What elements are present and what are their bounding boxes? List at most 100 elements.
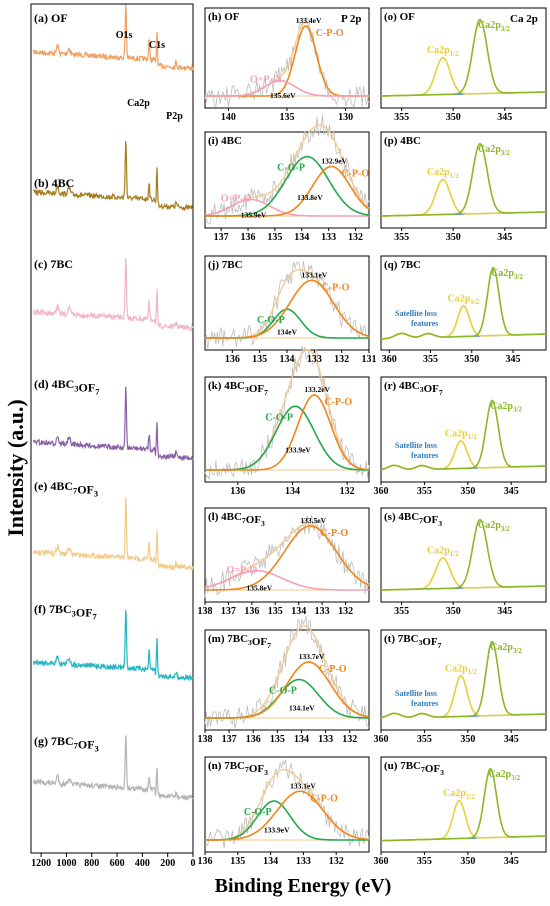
ca2p-tick-label: 345: [497, 606, 512, 617]
p2p-panel-label: (i) 4BC: [208, 135, 242, 147]
p2p-tick-label: 132: [342, 734, 357, 745]
ca2p-label-1-2: Ca2p1/2: [443, 788, 475, 801]
p2p-tick-label: 133: [318, 734, 333, 745]
p2p-peak-C-P-O: [205, 525, 370, 591]
p2p-panel-label: (h) OF: [208, 11, 240, 23]
p2p-tick-label: 134: [291, 606, 306, 617]
y-axis-label: Intensity (a.u.): [3, 399, 28, 537]
p2p-tick-label: 132: [348, 232, 363, 243]
p2p-energy-label: 133.9eV: [285, 446, 311, 455]
p2p-tick-label: 136: [198, 856, 213, 867]
p2p-tick-label: 133: [296, 856, 311, 867]
p2p-tick-label: 130: [338, 112, 353, 123]
p2p-energy-label: 134.1eV: [289, 704, 315, 713]
survey-panel-label: (f) 7BC3OF7: [34, 602, 97, 622]
ca2p-frame: [380, 507, 547, 603]
ca2p-label-3-2: Ca2p3/2: [490, 401, 522, 414]
p2p-header: P 2p: [341, 13, 361, 25]
p2p-tick-label: 135: [268, 606, 283, 617]
p2p-frame: [204, 756, 370, 853]
ca2p-frame: [380, 629, 547, 731]
p2p-peak-C-P-O: [205, 661, 370, 719]
p2p-energy-label: 134eV: [277, 327, 298, 336]
p2p-tick-label: 133: [307, 354, 322, 365]
ca2p-tick-label: 350: [460, 734, 475, 745]
p2p-tick-label: 132: [329, 856, 344, 867]
p2p-tick-label: 136: [225, 354, 240, 365]
ca2p-label-3-2: Ca2p3/2: [488, 769, 520, 782]
p2p-raw-data: [204, 261, 370, 349]
peak-label-o1s: O1s: [116, 30, 133, 41]
survey-tick-label: 200: [160, 858, 175, 869]
p2p-peak-C-P-O: [205, 790, 370, 841]
ca2p-tick-label: 345: [504, 856, 519, 867]
p2p-panel-label: (j) 7BC: [208, 259, 243, 271]
ca2p-header: Ca 2p: [510, 13, 538, 25]
p2p-energy-label: 135.8eV: [247, 583, 273, 592]
p2p-energy-label: 132.9eV: [321, 157, 347, 166]
p2p-energy-label: 133.4eV: [296, 16, 322, 25]
p2p-tick-label: 137: [222, 734, 237, 745]
ca2p-frame: [380, 131, 547, 229]
p2p-tick-label: 133: [321, 232, 336, 243]
satellite-label-2: features: [411, 699, 438, 708]
ca2p-tick-label: 355: [417, 486, 432, 497]
p2p-tick-label: 140: [221, 112, 236, 123]
p2p-tick-label: 136: [241, 232, 256, 243]
ca2p-label-3-2: Ca2p3/2: [490, 642, 522, 655]
ca2p-frame: [380, 376, 547, 483]
p2p-component-label: C-O-P: [244, 807, 272, 818]
survey-frame: [30, 3, 194, 854]
survey-tick-label: 1000: [56, 858, 76, 869]
p2p-component-label: O=P-O: [221, 194, 252, 205]
ca2p-tick-label: 355: [394, 606, 409, 617]
p2p-energy-label: 133.1eV: [290, 781, 316, 790]
ca2p-panel-label: (q) 7BC: [384, 259, 421, 271]
p2p-frame: [204, 629, 370, 731]
ca2p-label-1-2: Ca2p1/2: [427, 545, 459, 558]
ca2p-frame: [380, 7, 547, 109]
ca2p-label-3-2: Ca2p3/2: [491, 268, 523, 281]
ca2p-tick-label: 345: [506, 354, 521, 365]
p2p-panel-label: (m) 7BC3OF7: [208, 633, 271, 650]
panel-labels: 1200 1000 800 600 400 200 0 (a) OF (b) 4BC (c) 7B…: [31, 11, 538, 869]
ca2p-tick-label: 350: [464, 354, 479, 365]
ca2p-panel-label: (o) OF: [384, 11, 415, 23]
p2p-raw-data: [204, 17, 370, 108]
survey-spectrum-7BC3OF7: [32, 610, 194, 682]
ca2p-peak-ca2p3-2: [380, 640, 546, 719]
survey-tick-label: 1200: [31, 858, 51, 869]
ca2p-peak-ca2p1-2: [381, 557, 546, 591]
survey-tick-label: 400: [135, 858, 150, 869]
ca2p-tick-label: 345: [504, 486, 519, 497]
ca2p-peak-ca2p3-2: [381, 518, 546, 591]
survey-tick-label: 800: [84, 858, 99, 869]
ca2p-tick-label: 345: [497, 112, 512, 123]
satellite-label: Satellite loss: [395, 309, 437, 318]
survey-tick-label: 0: [191, 858, 196, 869]
ca2p-peak-ca2p3-2: [380, 266, 546, 340]
peak-label-ca2p: Ca2p: [127, 98, 150, 109]
p2p-tick-label: 136: [230, 486, 245, 497]
ca2p-label-3-2: Ca2p3/2: [478, 520, 510, 533]
ca2p-tick-label: 360: [374, 486, 389, 497]
survey-spectrum-7BC: [32, 258, 194, 332]
p2p-tick-label: 134: [263, 856, 278, 867]
ca2p-panel-label: (s) 4BC7OF3: [384, 511, 442, 528]
ca2p-label-3-2: Ca2p3/2: [478, 144, 510, 157]
p2p-component-label: C-O-P: [265, 412, 293, 423]
ca2p-tick-label: 360: [374, 734, 389, 745]
satellite-label-2: features: [411, 451, 438, 460]
p2p-raw-data: [204, 759, 370, 849]
ca2p-tick-label: 360: [374, 856, 389, 867]
ca2p-peak-ca2p3-2: [380, 399, 546, 471]
p2p-tick-label: 135: [280, 112, 295, 123]
ca2p-peak-ca2p1-2: [380, 799, 546, 842]
p2p-tick-label: 138: [198, 606, 213, 617]
survey-panel-label: (b) 4BC: [34, 176, 74, 190]
p2p-tick-label: 136: [244, 606, 259, 617]
panel-frames: [30, 3, 547, 857]
p2p-frame: [204, 507, 370, 603]
ca2p-tick-label: 355: [417, 856, 432, 867]
